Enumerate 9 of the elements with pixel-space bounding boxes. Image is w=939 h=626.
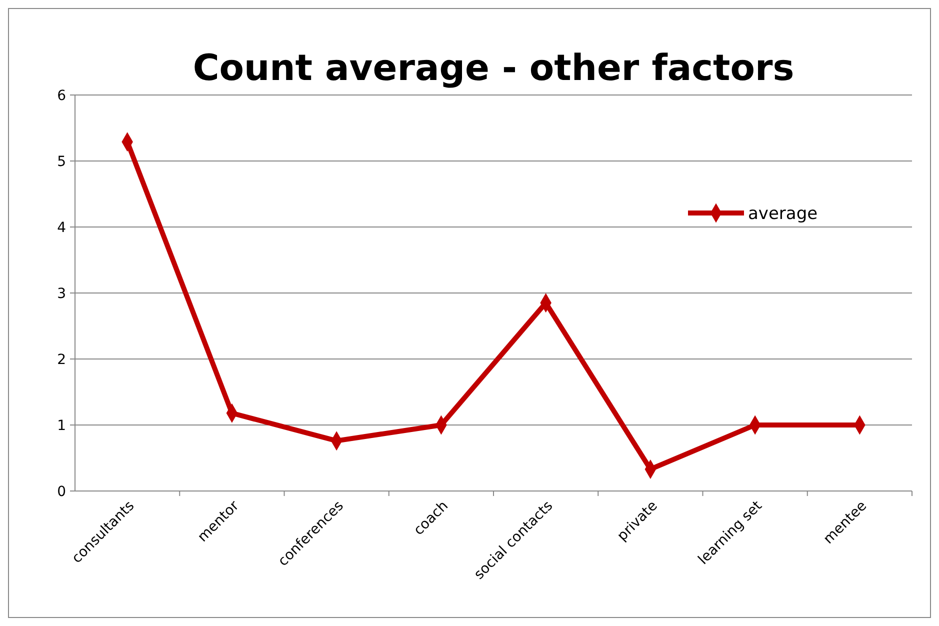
y-tick-label: 5	[57, 154, 66, 170]
y-tick-label: 4	[57, 220, 66, 236]
legend-label: average	[748, 204, 818, 224]
y-tick-label: 1	[57, 418, 66, 434]
y-tick-label: 6	[57, 88, 66, 104]
chart-title: Count average - other factors	[192, 48, 794, 89]
y-tick-label: 2	[57, 352, 66, 368]
y-tick-label: 3	[57, 286, 66, 302]
y-tick-label: 0	[57, 484, 66, 500]
